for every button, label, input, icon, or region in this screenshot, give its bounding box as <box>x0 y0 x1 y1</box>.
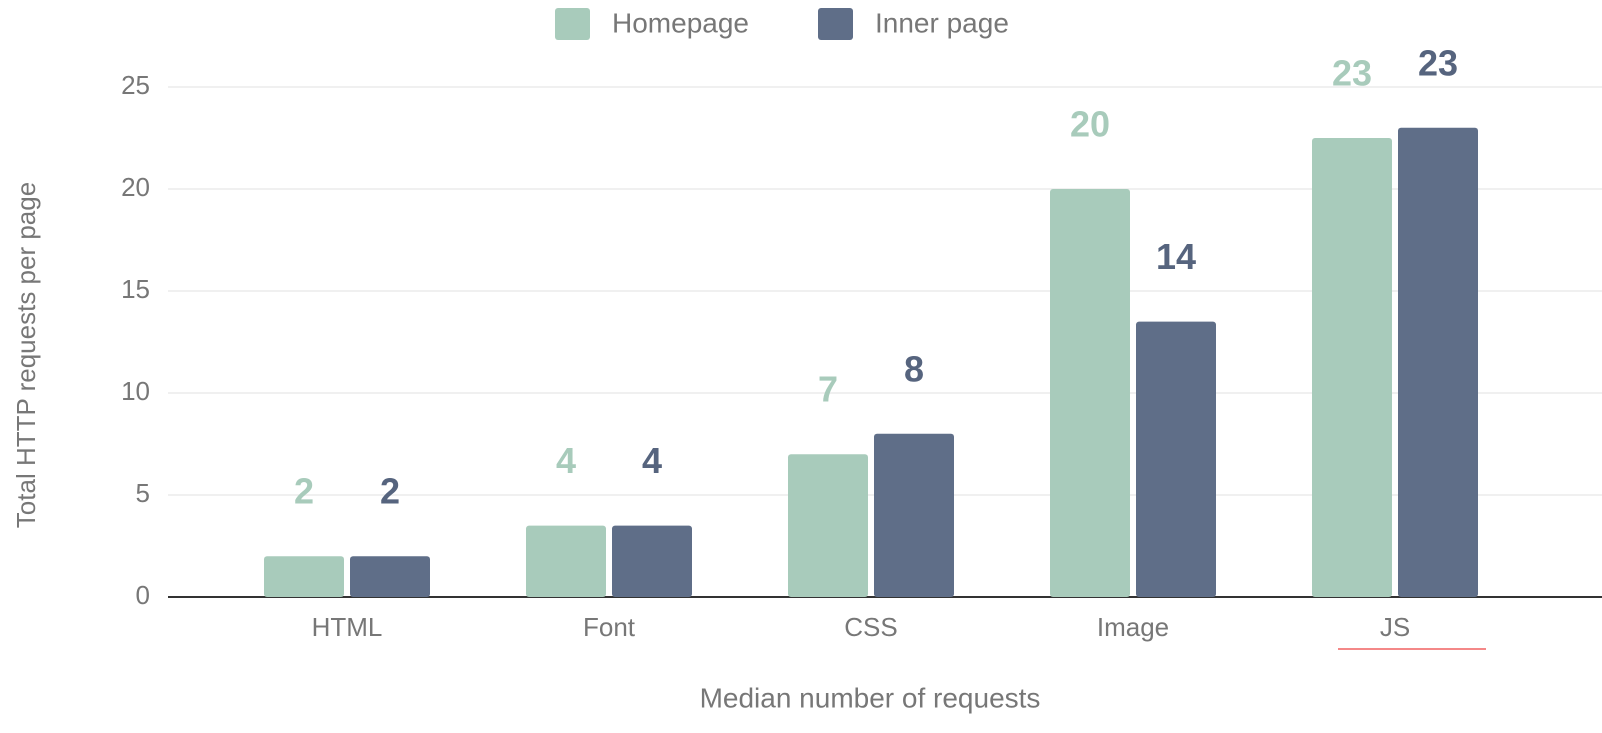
legend-swatch <box>555 8 590 40</box>
value-label: 4 <box>642 440 662 481</box>
bar <box>874 433 954 597</box>
bar <box>612 525 692 597</box>
value-label: 8 <box>904 348 924 389</box>
value-label: 7 <box>818 369 838 410</box>
value-label: 20 <box>1070 104 1110 145</box>
value-label: 14 <box>1156 236 1196 277</box>
bar <box>526 525 606 597</box>
x-axis-title: Median number of requests <box>700 682 1041 713</box>
legend-label: Homepage <box>612 7 749 38</box>
bar <box>1312 138 1392 597</box>
x-tick-label: HTML <box>312 612 383 642</box>
value-label: 23 <box>1418 42 1458 83</box>
bar <box>1050 189 1130 597</box>
x-tick-label: JS <box>1380 612 1410 642</box>
y-tick-label: 5 <box>136 478 150 508</box>
bar <box>788 454 868 597</box>
value-label: 4 <box>556 440 576 481</box>
bar <box>1136 321 1216 597</box>
x-tick-label: Font <box>583 612 636 642</box>
bar <box>350 556 430 597</box>
value-label: 23 <box>1332 53 1372 94</box>
y-tick-label: 15 <box>121 274 150 304</box>
x-tick-label: CSS <box>844 612 897 642</box>
value-label: 2 <box>380 471 400 512</box>
y-axis-title: Total HTTP requests per page <box>11 182 41 528</box>
y-tick-label: 20 <box>121 172 150 202</box>
bar <box>1398 127 1478 598</box>
y-tick-label: 10 <box>121 376 150 406</box>
value-label: 2 <box>294 471 314 512</box>
x-tick-label: Image <box>1097 612 1169 642</box>
legend-label: Inner page <box>875 7 1009 38</box>
y-tick-label: 25 <box>121 70 150 100</box>
legend-swatch <box>818 8 853 40</box>
y-tick-label: 0 <box>136 580 150 610</box>
bar <box>264 556 344 597</box>
